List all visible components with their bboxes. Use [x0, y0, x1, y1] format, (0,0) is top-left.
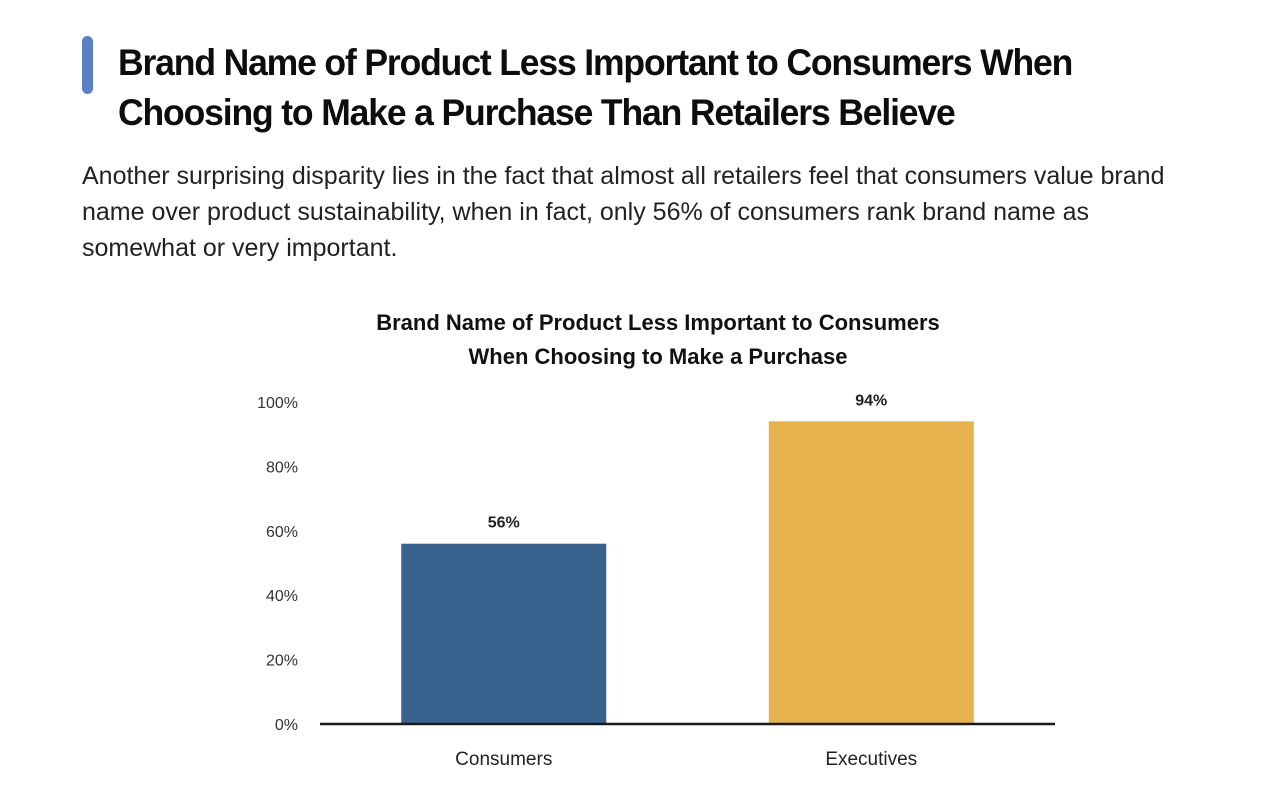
y-axis-ticks: 0% 20% 40% 60% 80% 100% — [257, 395, 298, 734]
x-axis-labels: Consumers Executives — [455, 749, 917, 770]
x-tick-label-consumers: Consumers — [455, 749, 552, 770]
data-label-executives: 94% — [855, 392, 887, 409]
page-title: Brand Name of Product Less Important to … — [118, 42, 1073, 133]
title-accent-bar — [82, 36, 93, 94]
bar-consumers — [401, 543, 607, 724]
intro-paragraph: Another surprising disparity lies in the… — [82, 162, 1165, 262]
bars — [401, 421, 974, 724]
chart-title-line-1: Brand Name of Product Less Important to … — [376, 310, 940, 335]
bar-executives — [768, 421, 974, 724]
y-tick-label: 60% — [266, 524, 298, 541]
chart-title: Brand Name of Product Less Important to … — [376, 310, 940, 369]
y-tick-label: 40% — [266, 588, 298, 605]
y-tick-label: 80% — [266, 459, 298, 476]
data-labels: 56% 94% — [488, 392, 888, 531]
y-tick-label: 20% — [266, 653, 298, 670]
x-tick-label-executives: Executives — [825, 749, 917, 770]
chart-title-line-2: When Choosing to Make a Purchase — [469, 344, 848, 369]
data-label-consumers: 56% — [488, 515, 520, 532]
y-tick-label: 100% — [257, 395, 298, 412]
y-tick-label: 0% — [275, 717, 298, 734]
